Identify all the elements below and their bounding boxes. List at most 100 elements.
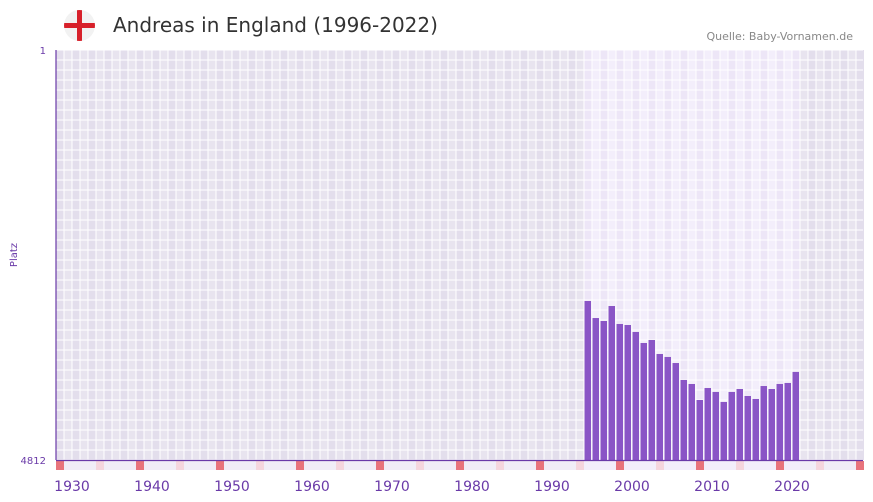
decade-marker <box>672 461 680 470</box>
grid-column <box>600 50 608 460</box>
decade-marker <box>296 461 304 470</box>
grid-column <box>280 50 288 460</box>
bar-1997[interactable] <box>592 318 600 460</box>
grid-column <box>160 50 168 460</box>
decade-marker <box>856 461 864 470</box>
decade-marker <box>720 461 728 470</box>
bar-1998[interactable] <box>600 321 608 460</box>
decade-marker <box>768 461 776 470</box>
decade-marker <box>760 461 768 470</box>
decade-marker <box>96 461 104 470</box>
grid-column <box>720 50 728 460</box>
decade-marker <box>128 461 136 470</box>
grid-column <box>344 50 352 460</box>
decade-marker <box>536 461 544 470</box>
source-link[interactable]: Quelle: Baby-Vornamen.de <box>706 30 853 43</box>
grid-column <box>560 50 568 460</box>
decade-marker <box>712 461 720 470</box>
grid-column <box>608 50 616 460</box>
grid-column <box>808 50 816 460</box>
grid-column <box>752 50 760 460</box>
decade-marker <box>368 461 376 470</box>
bar-2010[interactable] <box>696 400 704 460</box>
decade-marker <box>112 461 120 470</box>
grid-column <box>472 50 480 460</box>
bar-2007[interactable] <box>672 363 680 460</box>
grid-column <box>856 50 864 460</box>
grid-column <box>208 50 216 460</box>
bar-2002[interactable] <box>632 331 640 460</box>
grid-column <box>488 50 496 460</box>
bar-2011[interactable] <box>704 387 712 460</box>
decade-marker <box>656 461 664 470</box>
bar-2021[interactable] <box>784 382 792 460</box>
decade-marker <box>816 461 824 470</box>
decade-marker <box>208 461 216 470</box>
decade-marker <box>744 461 752 470</box>
bar-1999[interactable] <box>608 306 616 460</box>
decade-marker <box>488 461 496 470</box>
grid-column <box>648 50 656 460</box>
bar-2001[interactable] <box>624 325 632 460</box>
grid-column <box>816 50 824 460</box>
decade-marker <box>224 461 232 470</box>
grid-column <box>568 50 576 460</box>
bar-2008[interactable] <box>680 379 688 460</box>
decade-marker <box>688 461 696 470</box>
decade-marker <box>304 461 312 470</box>
bar-2006[interactable] <box>664 356 672 460</box>
bar-2019[interactable] <box>768 389 776 460</box>
bar-2005[interactable] <box>656 353 664 460</box>
bar-2022[interactable] <box>792 371 800 460</box>
decade-marker <box>256 461 264 470</box>
grid-column <box>760 50 768 460</box>
bar-2012[interactable] <box>712 391 720 460</box>
x-tick-label: 1940 <box>134 479 170 495</box>
bar-2004[interactable] <box>648 340 656 460</box>
grid-column <box>352 50 360 460</box>
grid-column <box>112 50 120 460</box>
bar-2014[interactable] <box>728 391 736 460</box>
decade-marker <box>752 461 760 470</box>
bar-2017[interactable] <box>752 398 760 460</box>
decade-marker <box>192 461 200 470</box>
grid-column <box>688 50 696 460</box>
decade-marker <box>232 461 240 470</box>
decade-marker <box>280 461 288 470</box>
decade-marker <box>728 461 736 470</box>
chart-title: Andreas in England (1996-2022) <box>113 13 438 37</box>
decade-marker <box>704 461 712 470</box>
grid-column <box>128 50 136 460</box>
grid-column <box>232 50 240 460</box>
decade-marker <box>624 461 632 470</box>
decade-marker <box>576 461 584 470</box>
grid-column <box>80 50 88 460</box>
bar-2015[interactable] <box>736 389 744 460</box>
decade-marker <box>336 461 344 470</box>
bar-2018[interactable] <box>760 386 768 460</box>
grid-column <box>744 50 752 460</box>
decade-marker <box>784 461 792 470</box>
grid-column <box>416 50 424 460</box>
decade-marker <box>472 461 480 470</box>
grid-column <box>56 50 64 460</box>
bar-1996[interactable] <box>584 300 592 460</box>
bar-2009[interactable] <box>688 383 696 460</box>
decade-marker <box>360 461 368 470</box>
bar-2000[interactable] <box>616 323 624 460</box>
decade-marker <box>800 461 808 470</box>
decade-marker <box>80 461 88 470</box>
bar-2020[interactable] <box>776 383 784 460</box>
grid-column <box>424 50 432 460</box>
decade-marker <box>560 461 568 470</box>
grid-column <box>88 50 96 460</box>
grid-column <box>792 50 800 460</box>
bar-2013[interactable] <box>720 401 728 460</box>
bar-2016[interactable] <box>744 395 752 460</box>
grid-column <box>448 50 456 460</box>
decade-marker <box>56 461 64 470</box>
decade-marker <box>352 461 360 470</box>
grid-column <box>336 50 344 460</box>
bar-2003[interactable] <box>640 342 648 460</box>
grid-column <box>520 50 528 460</box>
